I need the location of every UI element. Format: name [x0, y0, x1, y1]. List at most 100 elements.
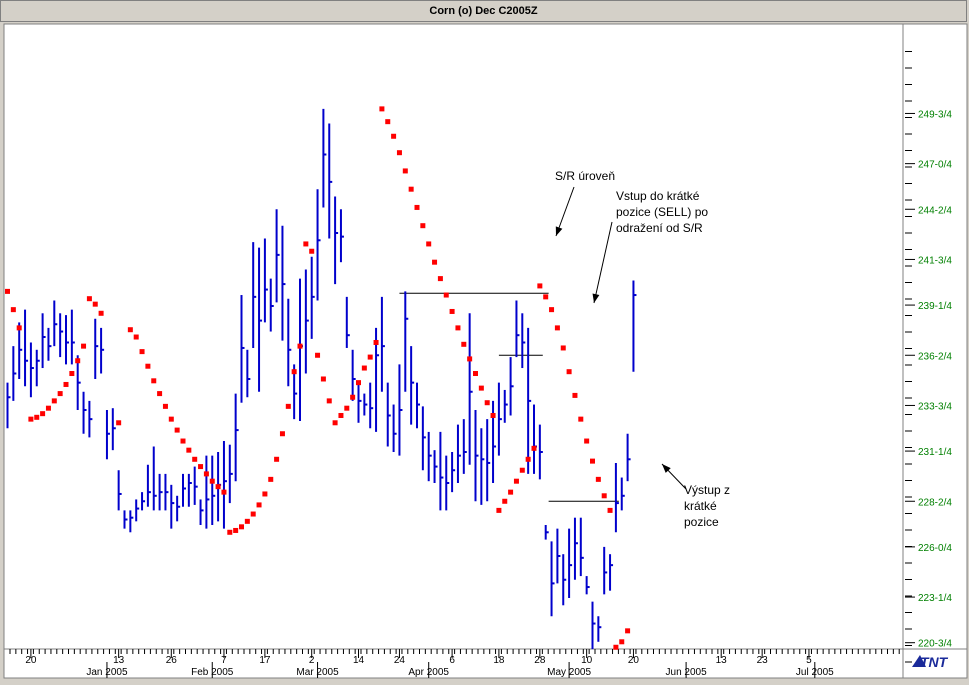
sar-dot — [414, 204, 420, 210]
sar-dot — [127, 327, 133, 333]
sar-dot — [338, 412, 344, 418]
month-label: Jan 2005 — [86, 667, 128, 678]
sar-dot — [566, 369, 572, 375]
sar-dot — [496, 507, 502, 513]
month-label: Feb 2005 — [191, 667, 234, 678]
sar-dot — [508, 489, 514, 495]
sar-dot — [554, 325, 560, 331]
y-tick-label: 220-3/4 — [918, 639, 952, 650]
sar-dot — [426, 241, 432, 247]
sr-lines — [399, 292, 619, 502]
sar-dot — [332, 420, 338, 426]
sar-dot — [350, 394, 356, 400]
month-label: May 2005 — [547, 667, 591, 678]
sar-dot — [537, 283, 543, 289]
y-tick-label: 241-3/4 — [918, 255, 952, 266]
annotation-text: pozice (SELL) po — [616, 205, 708, 219]
sar-dot — [437, 276, 443, 282]
sar-dot — [69, 371, 75, 377]
y-tick-label: 249-3/4 — [918, 109, 952, 120]
sar-dot — [461, 341, 467, 347]
y-tick-label: 236-2/4 — [918, 351, 952, 362]
annotation-text: Výstup z — [684, 483, 730, 497]
x-tick-label: 20 — [25, 655, 37, 666]
sar-dot — [443, 292, 449, 298]
sar-dot — [215, 484, 221, 490]
sar-dot — [233, 527, 239, 533]
sar-dot — [40, 411, 46, 417]
sar-dot — [63, 381, 69, 387]
price-bars — [6, 108, 637, 650]
sar-dot — [432, 259, 438, 265]
sar-dot — [613, 644, 619, 650]
x-tick-label: 23 — [757, 655, 769, 666]
sar-dot — [303, 241, 309, 247]
x-tick-label: 10 — [581, 655, 593, 666]
annotation-arrowhead-icon — [662, 464, 671, 473]
y-tick-label: 239-1/4 — [918, 301, 952, 312]
sar-dot — [57, 391, 63, 397]
x-tick-label: 28 — [534, 655, 546, 666]
sar-dot — [473, 371, 478, 377]
sar-dot — [619, 639, 625, 645]
sar-dot — [162, 403, 168, 409]
sar-dot — [274, 456, 280, 462]
logo-text: TNT — [920, 654, 949, 670]
sar-dot — [595, 476, 601, 482]
sar-dot — [203, 471, 209, 477]
sar-dot — [467, 356, 473, 362]
sar-dot — [373, 339, 379, 345]
sar-dot — [285, 403, 291, 409]
sar-dot — [543, 294, 549, 300]
logo-panel — [902, 648, 968, 679]
sar-dot — [590, 458, 595, 464]
sar-dot — [326, 398, 332, 404]
sar-dot — [625, 628, 631, 634]
sar-dot — [356, 380, 361, 386]
sar-dot — [519, 467, 525, 473]
tnt-logo: TNT — [912, 654, 949, 670]
sar-dot — [455, 325, 461, 331]
sar-dot — [607, 507, 613, 513]
sar-dot — [244, 518, 250, 524]
sar-dot — [478, 385, 484, 391]
window-title: Corn (o) Dec C2005Z — [429, 5, 538, 17]
x-tick-label: 2 — [309, 655, 315, 666]
sar-dot — [116, 420, 122, 426]
sar-dot — [291, 369, 297, 375]
month-label: Mar 2005 — [296, 667, 339, 678]
y-tick-label: 228-2/4 — [918, 497, 952, 508]
sar-dot — [256, 502, 262, 508]
sar-dot — [396, 150, 402, 156]
sar-dot — [490, 412, 496, 418]
window-titlebar: Corn (o) Dec C2005Z — [0, 0, 967, 22]
month-label: Jun 2005 — [666, 667, 708, 678]
sar-dot — [151, 378, 157, 384]
x-tick-label: 13 — [113, 655, 125, 666]
sar-dot — [320, 376, 326, 382]
y-tick-label: 231-1/4 — [918, 447, 952, 458]
sar-dot — [549, 307, 555, 313]
x-tick-label: 20 — [628, 655, 640, 666]
sar-dot — [531, 445, 537, 451]
sar-dot — [449, 308, 455, 314]
x-tick-label: 6 — [449, 655, 455, 666]
sar-dot — [5, 288, 10, 294]
sar-dot — [268, 476, 274, 482]
annotation-text: pozice — [684, 515, 719, 529]
x-tick-label: 7 — [221, 655, 227, 666]
plot-area — [3, 23, 904, 650]
sar-dot — [51, 398, 57, 404]
sar-dot — [209, 478, 215, 484]
y-tick-label: 247-0/4 — [918, 160, 952, 171]
annotation-text: odražení od S/R — [616, 221, 703, 235]
sar-dot — [221, 489, 227, 495]
x-tick-label: 24 — [394, 655, 406, 666]
sar-dot — [502, 498, 508, 504]
sar-dot — [34, 414, 40, 420]
sar-dot — [408, 186, 414, 192]
month-label: Jul 2005 — [796, 667, 834, 678]
sar-dot — [180, 438, 186, 444]
sar-dot — [133, 334, 139, 340]
x-tick-label: 14 — [353, 655, 365, 666]
